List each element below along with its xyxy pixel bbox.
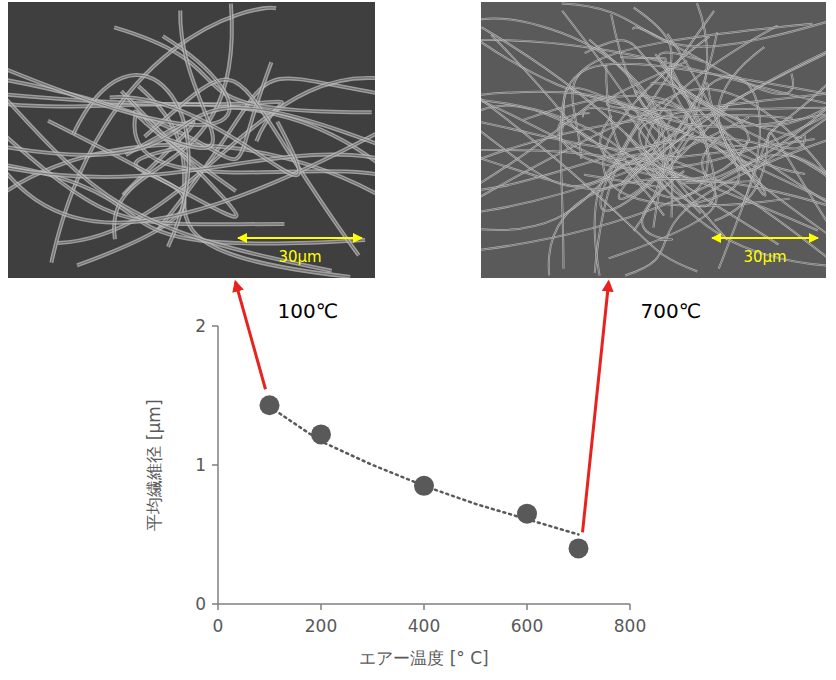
x-tick-label: 600 [511, 616, 543, 636]
fiber-edge [667, 34, 826, 172]
y-tick [212, 325, 218, 327]
x-tick-label: 800 [614, 616, 646, 636]
annotation-label: 100℃ [278, 299, 339, 323]
fiber-edge [166, 10, 213, 148]
chart-svg: 30μm 30μm 0 1 2 0 200 400 600 800 エアー温度 [° C] 平均繊維径… [0, 0, 836, 680]
y-tick [212, 603, 218, 605]
fiber [481, 118, 748, 218]
fiber [562, 3, 826, 46]
fiber [481, 97, 826, 265]
fiber-edge [481, 118, 748, 218]
x-tick [320, 604, 322, 610]
fiber [642, 171, 684, 240]
fiber [719, 5, 826, 268]
y-tick-label: 2 [195, 316, 206, 336]
data-point [311, 424, 331, 444]
fiber [639, 91, 826, 214]
scale-bar [712, 237, 818, 239]
x-tick [629, 604, 631, 610]
x-tick-label: 200 [305, 616, 337, 636]
fiber-edge [8, 89, 375, 223]
x-tick-label: 0 [213, 616, 224, 636]
annotation-arrow [236, 282, 266, 389]
fiber [166, 10, 213, 148]
fiber-edge [642, 171, 684, 240]
scale-bar-label: 30μm [743, 248, 786, 266]
fiber-edge [110, 97, 299, 175]
fiber-edge [651, 83, 826, 126]
fiber-edge [481, 97, 826, 265]
fiber-edge [639, 91, 826, 214]
data-point [517, 504, 537, 524]
data-point [414, 476, 434, 496]
fiber [481, 27, 708, 181]
fiber-edge [8, 36, 230, 125]
y-tick-label: 1 [195, 455, 206, 475]
fiber [651, 83, 826, 126]
data-point [569, 538, 589, 558]
trend-line [270, 407, 579, 535]
annotation-label: 700℃ [641, 299, 702, 323]
fiber [8, 71, 332, 271]
fiber-edge [719, 5, 826, 268]
fiber-edge [481, 40, 697, 272]
fiber-edge [481, 40, 826, 114]
y-tick [212, 464, 218, 466]
y-tick-label: 0 [195, 594, 206, 614]
y-axis-title: 平均繊維径 [μm] [144, 399, 164, 530]
fiber-edge [8, 71, 332, 271]
page: {"chart_data": {"type": "scatter", "x_la… [0, 0, 836, 680]
scale-bar [238, 237, 362, 239]
fiber-edge [491, 35, 818, 231]
fiber-edge [659, 53, 805, 149]
sem-image [481, 2, 826, 278]
fiber [549, 178, 826, 275]
x-tick [423, 604, 425, 610]
fiber [481, 40, 697, 272]
fiber [491, 35, 818, 231]
fiber-edge [481, 27, 708, 181]
fiber-edge [562, 3, 826, 46]
fiber [110, 97, 299, 175]
scale-bar-label: 30μm [278, 248, 321, 266]
fiber [667, 34, 826, 172]
chart-root: 30μm 30μm 0 1 2 0 200 400 600 800 エアー温度 [° C] 平均繊維径… [0, 0, 836, 680]
x-tick [217, 604, 219, 610]
fiber [481, 40, 826, 114]
x-axis-title: エアー温度 [° C] [359, 648, 488, 668]
data-group [260, 395, 589, 558]
x-tick [526, 604, 528, 610]
fiber [8, 89, 375, 223]
annotation-arrow [583, 282, 609, 532]
fiber-edge [549, 178, 826, 275]
fiber [8, 36, 230, 125]
sem-image [8, 2, 375, 278]
fiber [659, 53, 805, 149]
data-point [260, 395, 280, 415]
x-tick-label: 400 [408, 616, 440, 636]
